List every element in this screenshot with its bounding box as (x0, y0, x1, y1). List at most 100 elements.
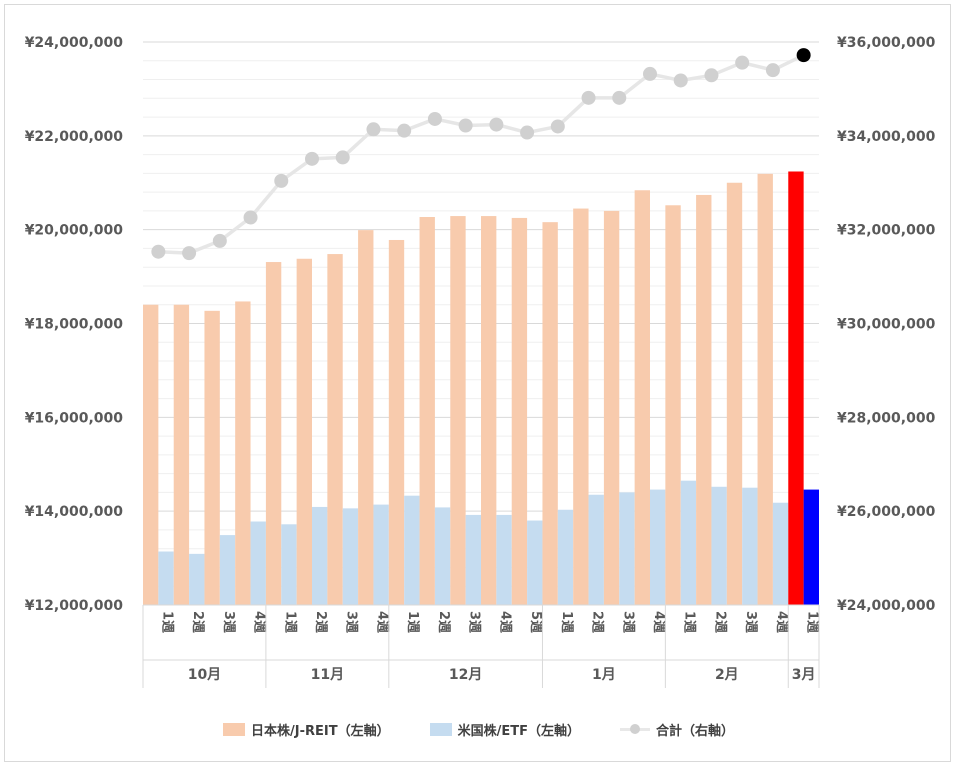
bar-japan (603, 210, 620, 605)
total-point (643, 66, 657, 81)
bar-us (680, 480, 697, 605)
bar-japan (327, 254, 343, 605)
x-month-label: 11月 (311, 667, 344, 683)
legend-swatch-japan (223, 722, 245, 736)
total-point (489, 117, 504, 132)
bar-us (650, 489, 666, 605)
x-week-label: 1週 (805, 611, 820, 633)
total-point (427, 111, 442, 126)
bar-japan (388, 239, 405, 605)
bar-japan (358, 230, 374, 605)
bar-japan (573, 208, 589, 605)
y-left-tick-label: ¥20,000,000 (25, 223, 124, 239)
bar-japan (665, 205, 681, 605)
total-point (243, 210, 258, 225)
bar-japan (511, 217, 528, 605)
total-point (366, 122, 381, 137)
bar-us (342, 508, 359, 605)
total-point (550, 119, 565, 134)
total-point (397, 123, 412, 138)
y-right-tick-label: ¥32,000,000 (837, 223, 936, 239)
total-point (581, 90, 596, 105)
total-point (458, 118, 473, 133)
bar-us (711, 486, 727, 605)
bar-japan (143, 304, 159, 605)
x-week-label: 2週 (436, 611, 451, 633)
total-point (182, 246, 197, 261)
total-point (735, 55, 750, 70)
y-left-tick-label: ¥24,000,000 (25, 35, 124, 51)
bar-us (619, 492, 635, 605)
bar-japan (450, 216, 466, 605)
x-week-label: 4週 (374, 611, 389, 633)
x-week-label: 3週 (221, 611, 236, 633)
y-right-tick-label: ¥30,000,000 (837, 317, 936, 333)
y-right-tick-label: ¥24,000,000 (837, 598, 936, 614)
legend: 日本株/J-REIT（左軸） 米国株/ETF（左軸） 合計（右軸） (0, 716, 957, 742)
x-week-label: 1週 (559, 611, 574, 633)
y-right-tick-label: ¥28,000,000 (837, 410, 936, 426)
total-point (520, 125, 535, 140)
bar-us (772, 502, 789, 605)
x-month-label: 3月 (792, 667, 816, 683)
legend-item-us: 米国株/ETF（左軸） (429, 720, 580, 739)
bar-us (250, 521, 266, 605)
total-point (796, 48, 811, 63)
x-week-label: 2週 (313, 611, 328, 633)
bar-us (557, 509, 574, 605)
chart-frame (4, 4, 951, 762)
x-week-label: 4週 (497, 611, 512, 633)
legend-label-us: 米国株/ETF（左軸） (457, 723, 580, 739)
bar-us (434, 507, 451, 605)
total-point (612, 90, 627, 105)
y-right-tick-label: ¥34,000,000 (837, 129, 936, 145)
bar-us (527, 520, 543, 605)
y-right-tick-label: ¥36,000,000 (837, 35, 936, 51)
bar-us (158, 551, 174, 605)
bar-japan (726, 182, 743, 605)
x-week-label: 3週 (743, 611, 758, 633)
bar-japan (204, 310, 220, 605)
bar-us (465, 514, 481, 605)
total-point (673, 73, 688, 88)
bar-japan (542, 222, 558, 605)
x-week-label: 4週 (252, 611, 267, 633)
legend-label-total: 合計（右軸） (655, 723, 734, 739)
x-week-label: 2週 (590, 611, 605, 633)
bar-japan (265, 262, 282, 605)
bar-japan (296, 258, 312, 605)
y-left-tick-label: ¥22,000,000 (25, 129, 124, 145)
x-week-label: 1週 (682, 611, 697, 633)
total-line (158, 53, 805, 255)
bar-japan (788, 171, 804, 606)
bar-us (496, 514, 512, 605)
x-month-label: 10月 (188, 667, 221, 683)
y-right-tick-label: ¥26,000,000 (837, 504, 936, 520)
x-week-label: 1週 (282, 611, 297, 633)
total-point (765, 63, 780, 78)
bar-japan (634, 190, 650, 606)
y-left-tick-label: ¥14,000,000 (25, 504, 124, 520)
x-week-label: 4週 (651, 611, 666, 633)
legend-item-japan: 日本株/J-REIT（左軸） (223, 720, 390, 739)
total-point (212, 233, 227, 248)
x-week-label: 3週 (467, 611, 482, 633)
bar-japan (173, 304, 190, 605)
bar-us (404, 495, 420, 605)
x-week-label: 1週 (405, 611, 420, 633)
total-point (704, 68, 719, 83)
bar-us (742, 487, 758, 605)
bar-japan (757, 173, 773, 606)
x-month-label: 12月 (449, 667, 482, 683)
x-week-label: 5週 (528, 611, 543, 633)
y-left-tick-label: ¥16,000,000 (25, 410, 124, 426)
y-left-tick-label: ¥18,000,000 (25, 317, 124, 333)
bar-us (803, 489, 819, 605)
bar-japan (481, 216, 497, 605)
y-left-tick-label: ¥12,000,000 (25, 598, 124, 614)
total-point (335, 150, 350, 165)
bar-japan (419, 216, 435, 606)
bar-us (588, 494, 604, 605)
bar-japan (235, 301, 251, 605)
legend-swatch-total (619, 722, 650, 736)
